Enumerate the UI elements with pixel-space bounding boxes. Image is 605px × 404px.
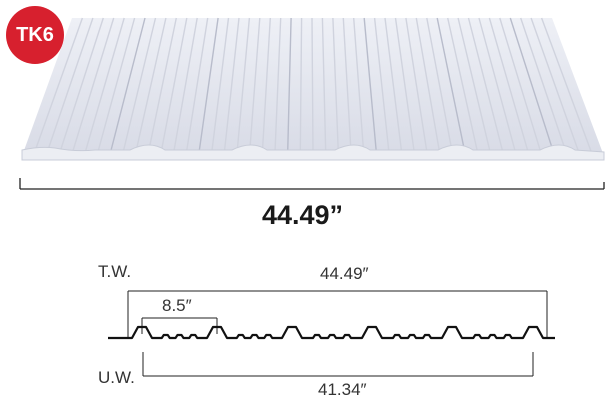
top-width-abbrev: T.W.: [98, 262, 132, 281]
sheet-rib: [509, 17, 555, 153]
sheet-rib: [363, 17, 377, 153]
sheet-rib: [478, 17, 517, 153]
profile-drawing: [108, 290, 555, 377]
sheet-rib: [467, 17, 504, 153]
sheet-rib: [373, 17, 390, 153]
sheet-rib: [46, 17, 94, 153]
sheet-rib: [211, 17, 230, 153]
sheet-rib: [147, 17, 177, 153]
corrugated-sheet-image: [21, 17, 605, 161]
product-badge: TK6: [6, 6, 64, 64]
sheet-rib: [109, 17, 146, 153]
sheet-rib: [84, 17, 125, 153]
sheet-rib: [426, 17, 453, 153]
sheet-rib: [520, 17, 567, 153]
sheet-rib: [540, 17, 592, 153]
pitch-value: 8.5″: [162, 296, 192, 315]
sheet-rib: [135, 17, 167, 153]
sheet-rib: [198, 17, 219, 153]
sheet-rib: [59, 17, 104, 153]
sheet-rib: [394, 17, 415, 153]
sheet-rib: [287, 17, 292, 153]
sheet-rib: [342, 17, 352, 153]
sheet-rib: [415, 17, 441, 153]
top-width-value: 44.49″: [320, 264, 369, 283]
sheet-rib: [353, 17, 365, 153]
sheet-rib: [436, 17, 466, 153]
sheet-rib: [173, 17, 198, 153]
sheet-rib: [122, 17, 157, 153]
sheet-rib: [185, 17, 209, 153]
sheet-rib: [71, 17, 115, 153]
sheet-rib: [249, 17, 261, 153]
sheet-rib: [332, 17, 339, 153]
sheet-rib: [405, 17, 428, 153]
sheet-rib: [97, 17, 136, 153]
sheet-rib: [311, 17, 314, 153]
bottom-width-abbrev: U.W.: [98, 368, 135, 387]
sheet-rib: [499, 17, 542, 153]
sheet-rib: [384, 17, 403, 153]
sheet-rib: [447, 17, 479, 153]
overall-width-label: 44.49”: [261, 200, 344, 230]
sheet-rib: [321, 17, 327, 153]
sheet-rib: [488, 17, 529, 153]
sheet-rib: [299, 17, 303, 153]
sheet-rib: [261, 17, 271, 153]
sheet-rib: [223, 17, 240, 153]
sheet-rib: [530, 17, 580, 153]
sheet-rib: [160, 17, 188, 153]
sheet-rib: [457, 17, 491, 153]
sheet-rib: [274, 17, 282, 153]
bottom-width-value: 41.34″: [318, 380, 367, 399]
overall-width-bracket: [19, 178, 605, 190]
sheet-rib: [236, 17, 251, 153]
sheet-rib: [34, 17, 84, 153]
